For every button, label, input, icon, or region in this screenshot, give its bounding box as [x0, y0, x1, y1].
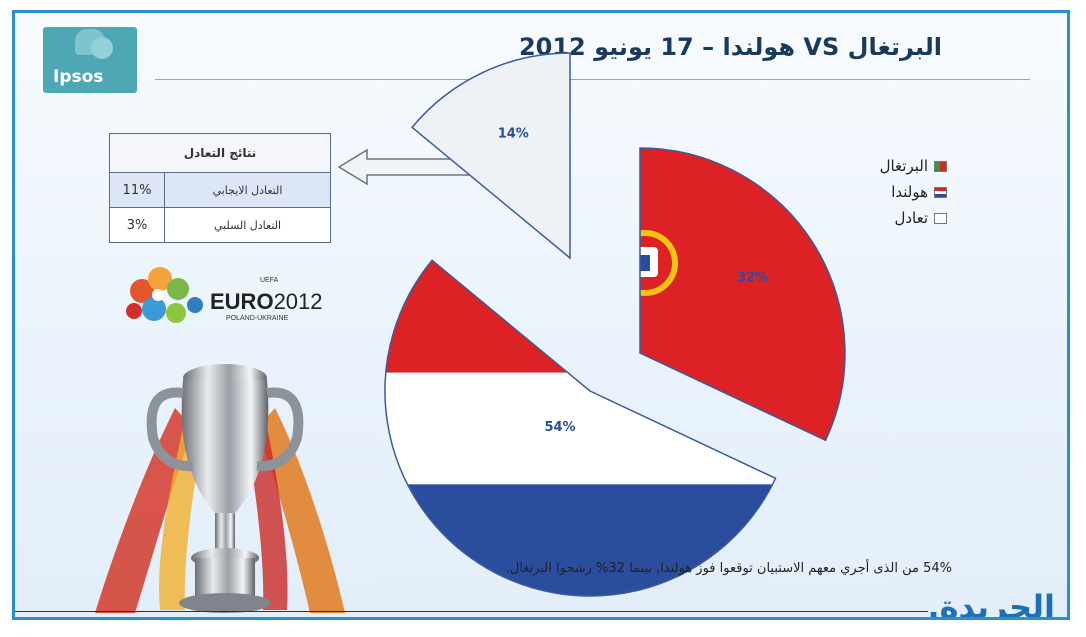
euro-flower-icon: [126, 267, 203, 323]
title-divider: [155, 79, 1030, 80]
pie-chart: 32% 54% 14%: [384, 52, 846, 597]
euro-subtitle: POLAND-UKRAINE: [226, 315, 289, 322]
pie-slice-outline: [410, 52, 571, 260]
trophy-image: [95, 364, 345, 613]
ipsos-logo: Ipsos: [43, 27, 137, 93]
logo-text: Ipsos: [53, 67, 104, 87]
table-cell-value: 3%: [109, 207, 165, 243]
pie-slice-label: 14%: [498, 126, 529, 141]
table-row: 3% التعادل السلبي: [109, 207, 331, 243]
legend-item-draw: تعادل: [880, 205, 947, 231]
draw-results-table: نتائج التعادل 11% التعادل الايجابي 3% ال…: [109, 133, 331, 243]
table-cell-label: التعادل الايجابي: [164, 172, 331, 208]
legend-item-netherlands: هولندا: [880, 179, 947, 205]
footer-divider: [15, 611, 928, 612]
chart-caption: 54% من الذى أجري معهم الاستبيان توقعوا ف…: [505, 561, 952, 576]
table-cell-label: التعادل السلبي: [164, 207, 331, 243]
euro-2012-logo: UEFA EURO2012 POLAND-UKRAINE: [120, 263, 330, 343]
legend-item-portugal: البرتغال: [880, 153, 947, 179]
pie-slice-outline: [639, 147, 846, 442]
uefa-label: UEFA: [260, 277, 279, 284]
logo-shape: [91, 37, 113, 59]
legend-label: تعادل: [894, 209, 928, 227]
legend-label: هولندا: [891, 183, 928, 201]
slice-band: [385, 484, 776, 596]
portugal-flag-icon: [934, 160, 947, 172]
portugal-coat-of-arms-icon: [640, 230, 678, 296]
chart-legend: البرتغال هولندا تعادل: [880, 153, 947, 231]
euro-brand-text: EURO: [210, 289, 274, 314]
slide-frame: Ipsos البرتغال VS هولندا – 17 يونيو 2012…: [12, 10, 1070, 620]
euro-brand: EURO2012: [210, 289, 323, 315]
aljarida-logo: الجريدة.: [928, 588, 1056, 620]
euro-year: 2012: [273, 289, 323, 314]
pie-slice-outline: [384, 259, 777, 597]
table-title: نتائج التعادل: [109, 133, 331, 173]
brand-text: الجريدة: [939, 588, 1055, 620]
netherlands-flag-icon: [934, 186, 947, 198]
pie-slice-label: 54%: [544, 420, 575, 435]
pie-layer: 32% 54% 14%: [384, 52, 846, 597]
pie-slice-label: 32%: [737, 271, 768, 286]
draw-swatch-icon: [934, 212, 947, 224]
legend-label: البرتغال: [879, 157, 928, 175]
